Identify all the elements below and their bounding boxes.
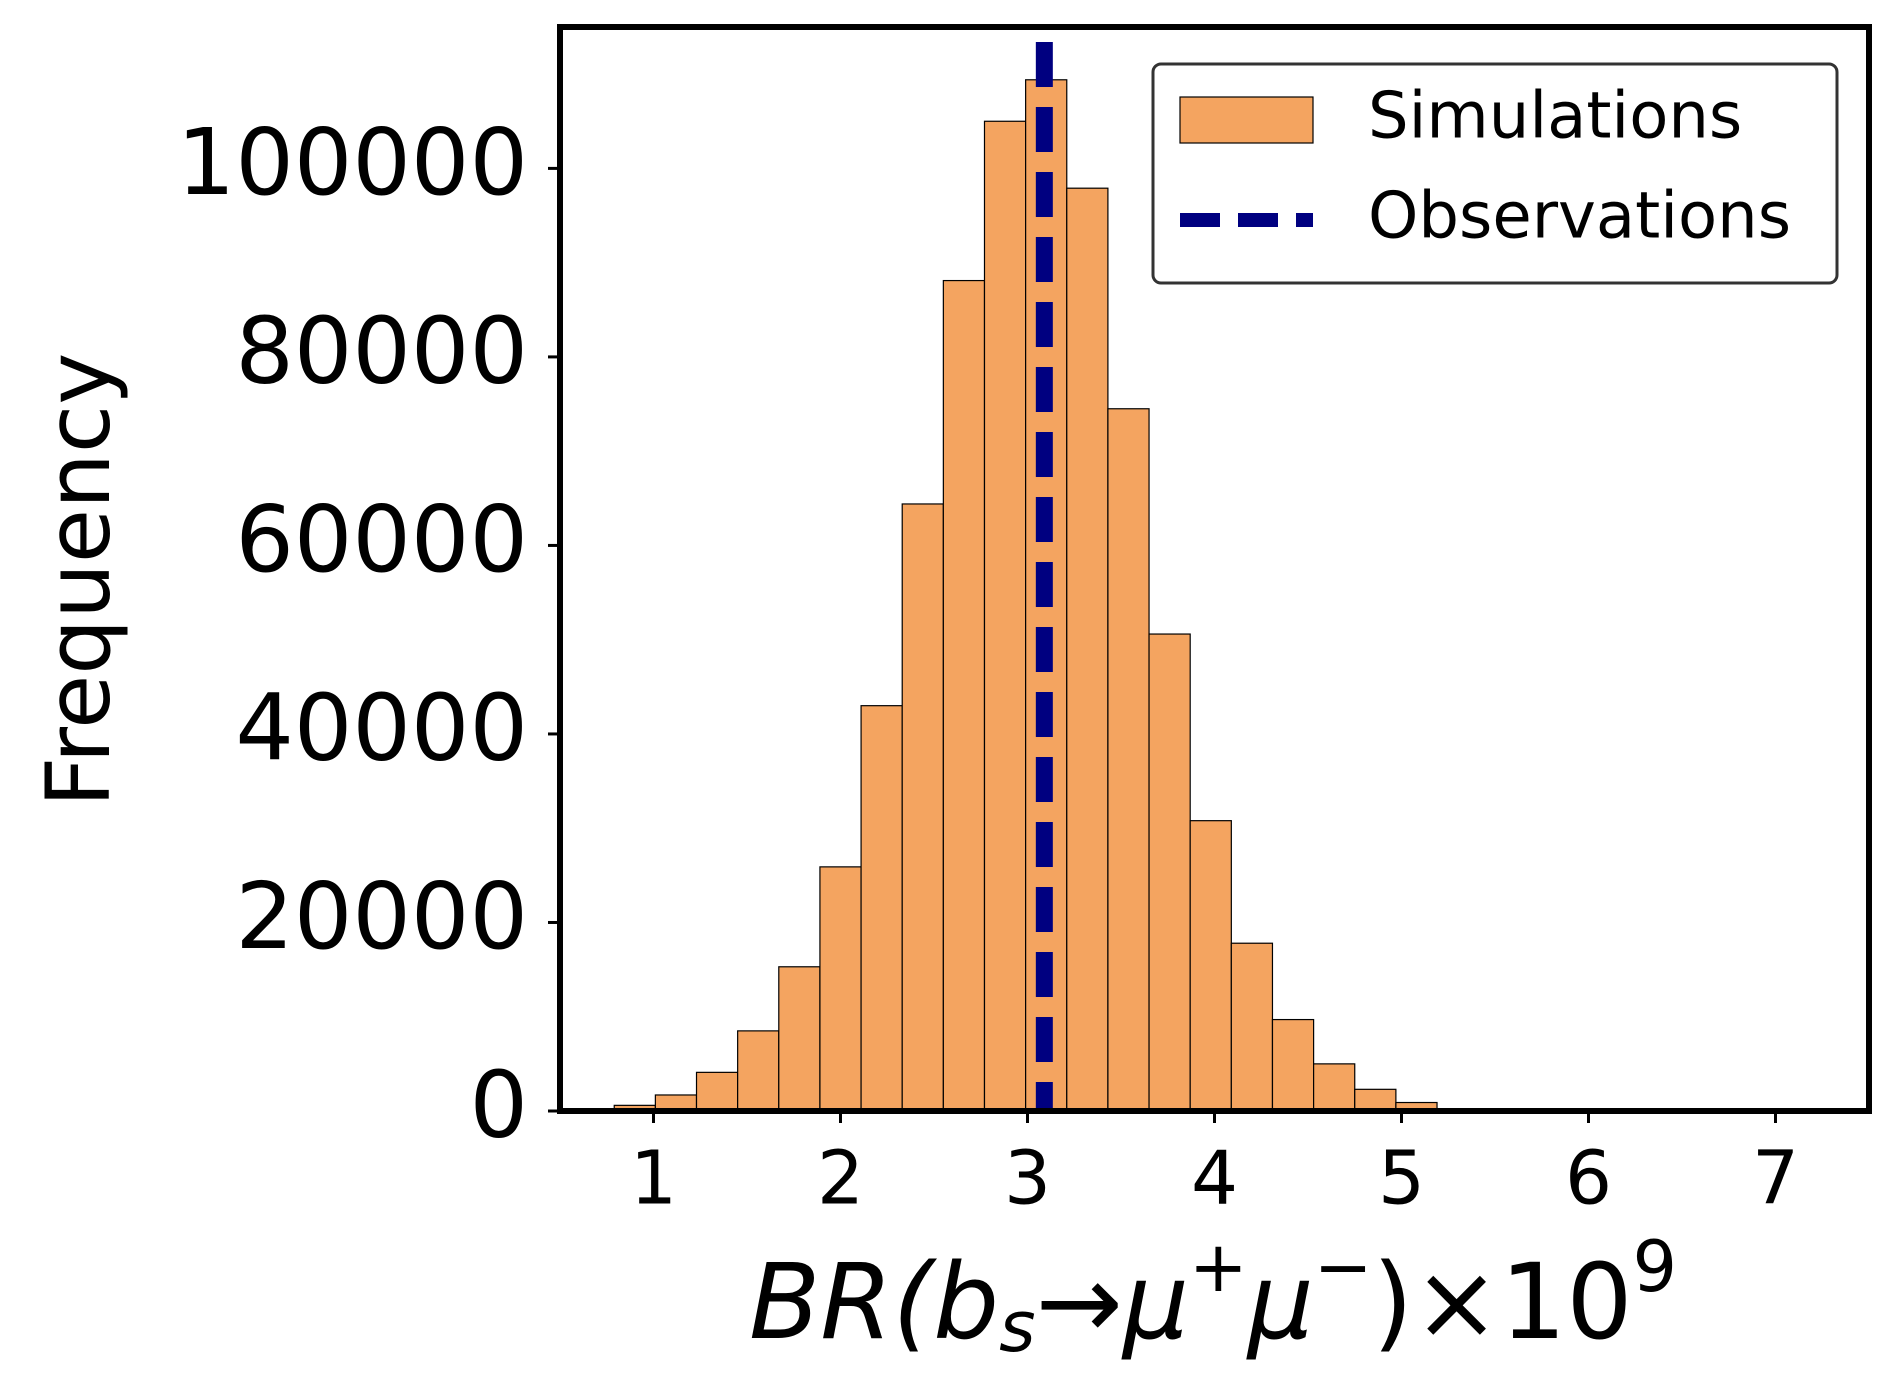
legend-frame <box>1151 62 1839 285</box>
y-axis-label: Frequency <box>27 353 130 808</box>
bar <box>860 705 903 1112</box>
x-tick-label: 2 <box>817 1136 864 1222</box>
y-tick-label: 40000 <box>235 674 528 781</box>
x-tick-label: 3 <box>1004 1136 1051 1222</box>
legend: Simulations Observations <box>1151 62 1839 285</box>
x-tick-label: 7 <box>1752 1136 1799 1222</box>
bar <box>1107 408 1150 1112</box>
bar <box>901 503 944 1112</box>
x-label-part: − <box>1314 1226 1373 1308</box>
x-tick-label: 1 <box>630 1136 677 1222</box>
bar <box>737 1030 780 1112</box>
x-label-part: )×10 <box>1372 1241 1632 1363</box>
bar <box>1189 820 1232 1112</box>
bar <box>819 866 862 1112</box>
y-tick-label: 100000 <box>177 109 528 216</box>
bar <box>1354 1088 1397 1112</box>
x-label-part: + <box>1189 1226 1248 1308</box>
y-tick-label: 80000 <box>235 297 528 404</box>
x-tick-label: 4 <box>1191 1136 1238 1222</box>
y-tick-label: 60000 <box>235 486 528 593</box>
bar <box>983 120 1027 1112</box>
x-label-part: μ <box>1246 1241 1314 1363</box>
x-label-part: →μ <box>1036 1241 1189 1363</box>
bar <box>1271 1018 1315 1112</box>
bar <box>1230 942 1274 1112</box>
x-label-part: s <box>999 1286 1035 1368</box>
bar <box>1313 1063 1356 1112</box>
y-tick-label: 0 <box>469 1051 528 1158</box>
x-label-part: BR(b <box>749 1241 999 1363</box>
x-label-part: 9 <box>1633 1226 1678 1308</box>
legend-swatch <box>1179 96 1314 144</box>
y-tick-label: 20000 <box>235 863 528 970</box>
bar <box>778 966 821 1112</box>
legend-label: Observations <box>1368 180 1791 254</box>
bar <box>695 1071 739 1112</box>
bar <box>1148 633 1191 1112</box>
x-tick-label: 5 <box>1378 1136 1425 1222</box>
bar <box>1066 187 1109 1112</box>
x-tick-label: 6 <box>1565 1136 1612 1222</box>
x-axis-label: BR(bs→μ+μ−)×109 <box>749 1226 1677 1368</box>
legend-label: Simulations <box>1368 80 1742 154</box>
bar <box>942 279 986 1112</box>
